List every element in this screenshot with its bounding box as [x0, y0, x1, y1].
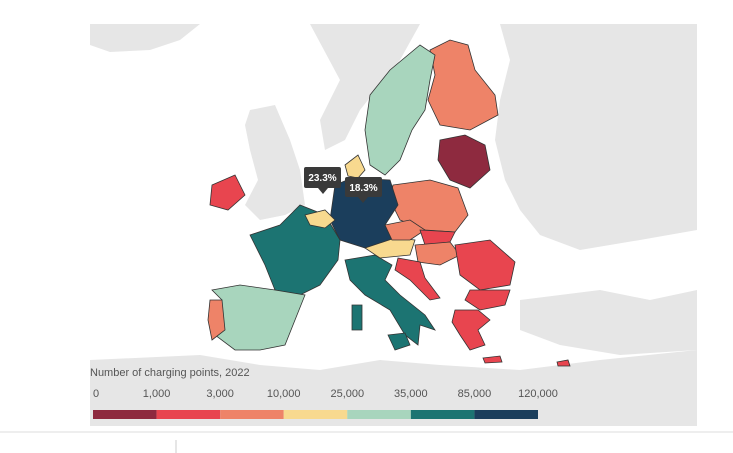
- background-land: [90, 24, 697, 426]
- country: [304, 209, 336, 229]
- legend-swatch: [347, 410, 411, 419]
- legend-tick-label: 25,000: [330, 388, 364, 400]
- country: [414, 241, 461, 266]
- country: [364, 44, 436, 176]
- country: [209, 174, 246, 211]
- legend-tick-label: 85,000: [458, 388, 492, 400]
- legend-tick-label: 120,000: [518, 388, 558, 400]
- country: [437, 134, 491, 189]
- country: [344, 254, 436, 346]
- legend-title: Number of charging points, 2022: [90, 367, 250, 379]
- legend-tick-label: 10,000: [267, 388, 301, 400]
- tooltip-pointer: [318, 188, 328, 194]
- legend-swatch: [156, 410, 221, 419]
- legend: 0 1,000 3,000 10,000 25,000 35,000 85,000 120,0…: [93, 388, 558, 419]
- legend-swatch: [283, 410, 348, 419]
- legend-tick-label: 1,000: [143, 388, 171, 400]
- country: [344, 154, 366, 179]
- tooltip-box: [345, 177, 382, 197]
- legend-swatch: [410, 410, 475, 419]
- tooltip-label: 18.3%: [349, 183, 377, 194]
- country: [387, 332, 411, 351]
- country: [556, 359, 571, 367]
- legend-swatch: [474, 410, 538, 419]
- tooltip-label: 23.3%: [308, 173, 336, 184]
- country: [427, 39, 499, 131]
- country: [464, 289, 511, 311]
- country: [394, 257, 441, 301]
- legend-tick-label: 35,000: [394, 388, 428, 400]
- tooltip: 18.3%: [345, 177, 382, 203]
- country: [454, 239, 516, 291]
- country: [207, 299, 226, 341]
- country: [364, 237, 416, 259]
- tooltip-pointer: [358, 197, 368, 203]
- country: [351, 304, 363, 331]
- country: [451, 309, 491, 351]
- legend-tick-label: 3,000: [206, 388, 234, 400]
- country: [384, 219, 426, 241]
- tooltip-box: [304, 167, 341, 188]
- legend-swatch: [220, 410, 284, 419]
- countries: [207, 39, 571, 367]
- legend-swatch: [93, 410, 157, 419]
- country: [482, 355, 503, 364]
- country: [249, 204, 341, 296]
- legend-tick-label: 0: [93, 388, 99, 400]
- tooltip: 23.3%: [304, 167, 341, 194]
